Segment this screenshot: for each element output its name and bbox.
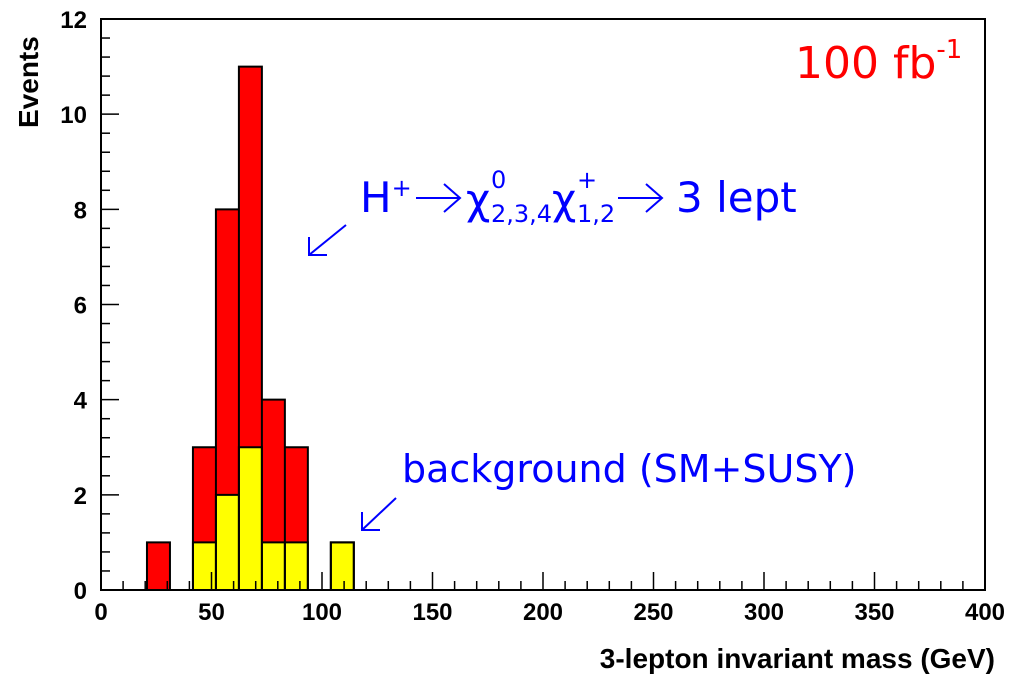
signal-chi2-sub: 1,2 xyxy=(577,200,615,228)
total-outline xyxy=(145,65,355,590)
background-bar xyxy=(330,542,354,590)
signal-tail: 3 lept xyxy=(676,173,797,222)
signal-annotation: H+ χ 0 2,3,4 χ + 1,2 3 lept xyxy=(308,166,797,256)
background-bar xyxy=(192,542,216,590)
histogram-bars xyxy=(145,65,355,591)
axis-tick-labels: 0 50 100 150 200 250 300 350 400 0 2 4 6 8 10 12 xyxy=(60,7,1005,626)
y-tick-label: 8 xyxy=(74,197,87,224)
signal-pointer-arrow-icon xyxy=(308,224,347,256)
y-tick-label: 10 xyxy=(60,102,87,129)
luminosity-value: 100 fb xyxy=(795,38,936,89)
svg-text:χ: χ xyxy=(552,175,576,224)
x-tick-label: 350 xyxy=(854,599,894,626)
x-tick-label: 400 xyxy=(965,599,1005,626)
x-tick-label: 50 xyxy=(198,599,225,626)
background-annotation: background (SM+SUSY) xyxy=(361,447,857,531)
y-tick-label: 2 xyxy=(74,483,87,510)
x-tick-label: 0 xyxy=(94,599,107,626)
x-tick-label: 150 xyxy=(412,599,452,626)
background-bar xyxy=(261,542,285,590)
x-tick-label: 200 xyxy=(523,599,563,626)
signal-chi2: χ xyxy=(552,175,576,224)
decay-arrow-icon xyxy=(416,183,462,213)
signal-chi2-sup: + xyxy=(577,166,597,194)
background-label: background (SM+SUSY) xyxy=(402,447,857,491)
signal-chi1-sup: 0 xyxy=(491,166,506,194)
background-bar xyxy=(215,494,239,590)
background-outline xyxy=(191,446,355,590)
axis-ticks xyxy=(100,18,986,591)
luminosity-annotation: 100 fb-1 xyxy=(795,35,962,89)
signal-h-sup: + xyxy=(392,174,412,202)
svg-text:100 fb-1: 100 fb-1 xyxy=(795,35,962,89)
total-bar xyxy=(146,542,170,590)
luminosity-exponent: -1 xyxy=(936,35,962,65)
y-tick-label: 6 xyxy=(74,293,87,320)
signal-chi1-sub: 2,3,4 xyxy=(491,200,552,228)
signal-chi1: χ xyxy=(466,175,490,224)
y-tick-label: 0 xyxy=(74,578,87,605)
y-tick-label: 12 xyxy=(60,7,87,34)
y-tick-label: 4 xyxy=(74,388,88,415)
background-bar xyxy=(284,542,308,590)
svg-text:χ: χ xyxy=(466,175,490,224)
background-bar xyxy=(238,447,262,590)
y-axis-label: Events xyxy=(13,36,44,128)
background-pointer-arrow-icon xyxy=(361,497,397,531)
x-tick-label: 300 xyxy=(744,599,784,626)
x-axis-label: 3-lepton invariant mass (GeV) xyxy=(600,643,995,674)
x-tick-label: 100 xyxy=(302,599,342,626)
signal-h: H xyxy=(360,173,392,222)
x-tick-label: 250 xyxy=(633,599,673,626)
decay-arrow-icon xyxy=(618,183,664,213)
svg-text:H+: H+ xyxy=(360,173,412,222)
